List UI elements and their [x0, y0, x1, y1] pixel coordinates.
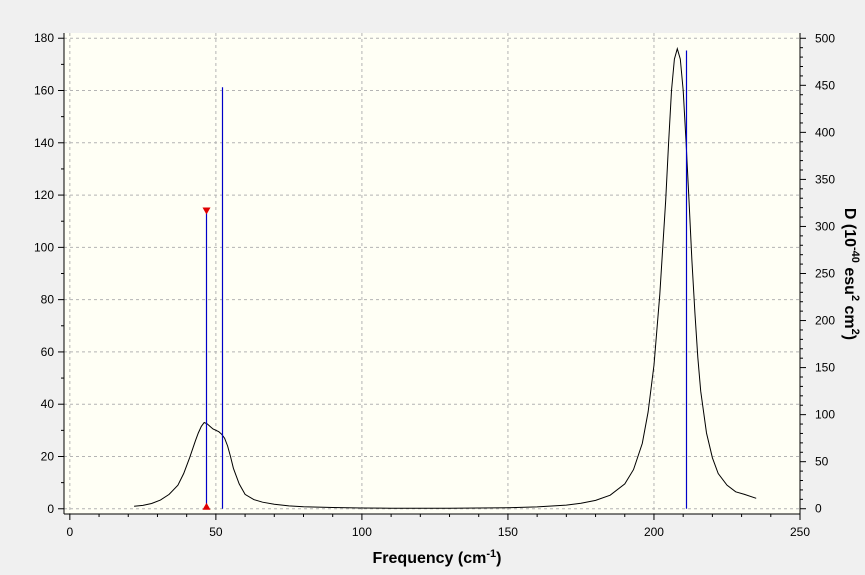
x-axis-label-text: Frequency (cm: [373, 550, 487, 567]
y-tick-label: 100: [34, 240, 54, 254]
y2-tick-label: 200: [815, 314, 835, 328]
x-axis-label: Frequency (cm-1): [373, 548, 502, 567]
y-tick-label: 0: [47, 502, 54, 516]
y-tick-label: 20: [41, 449, 55, 463]
y2-axis-label-part: D (10: [841, 208, 858, 247]
y2-axis-label-part: 2: [849, 329, 861, 335]
y-tick-label: 140: [34, 136, 54, 150]
x-tick-label: 0: [66, 525, 73, 539]
y2-axis-label-part: ): [841, 335, 858, 340]
y2-axis-label-part: 2: [849, 295, 861, 301]
stick-marker-bottom: [202, 502, 211, 510]
y2-tick-label: 350: [815, 172, 835, 186]
spectrum-line: [134, 46, 757, 509]
y-tick-label: 160: [34, 84, 54, 98]
x-tick-label: 150: [498, 525, 518, 539]
y2-tick-label: 50: [815, 455, 829, 469]
y2-axis-label-part: -40: [849, 247, 861, 263]
y-tick-label: 60: [41, 345, 55, 359]
y2-axis-label-part: esu: [841, 263, 858, 295]
y2-axis-label-part: cm: [841, 301, 858, 329]
y2-tick-label: 0: [815, 502, 822, 516]
y-tick-label: 80: [41, 293, 55, 307]
x-axis-label-end: ): [496, 550, 501, 567]
y2-tick-label: 250: [815, 267, 835, 281]
y2-tick-label: 100: [815, 408, 835, 422]
x-tick-label: 50: [209, 525, 223, 539]
x-tick-label: 200: [644, 525, 664, 539]
x-tick-label: 100: [352, 525, 372, 539]
y2-axis-label: D (10-40 esu2 cm2): [841, 208, 861, 340]
stick-marker-top: [202, 207, 211, 215]
x-tick-label: 250: [790, 525, 810, 539]
y2-tick-label: 450: [815, 78, 835, 92]
y-tick-label: 120: [34, 188, 54, 202]
y2-tick-label: 300: [815, 219, 835, 233]
y2-tick-label: 150: [815, 361, 835, 375]
y2-tick-label: 400: [815, 125, 835, 139]
plot-area: [64, 33, 800, 514]
y-tick-label: 180: [34, 31, 54, 45]
y-tick-label: 40: [41, 397, 55, 411]
y2-tick-label: 500: [815, 31, 835, 45]
x-axis-label-sup: -1: [486, 548, 496, 560]
